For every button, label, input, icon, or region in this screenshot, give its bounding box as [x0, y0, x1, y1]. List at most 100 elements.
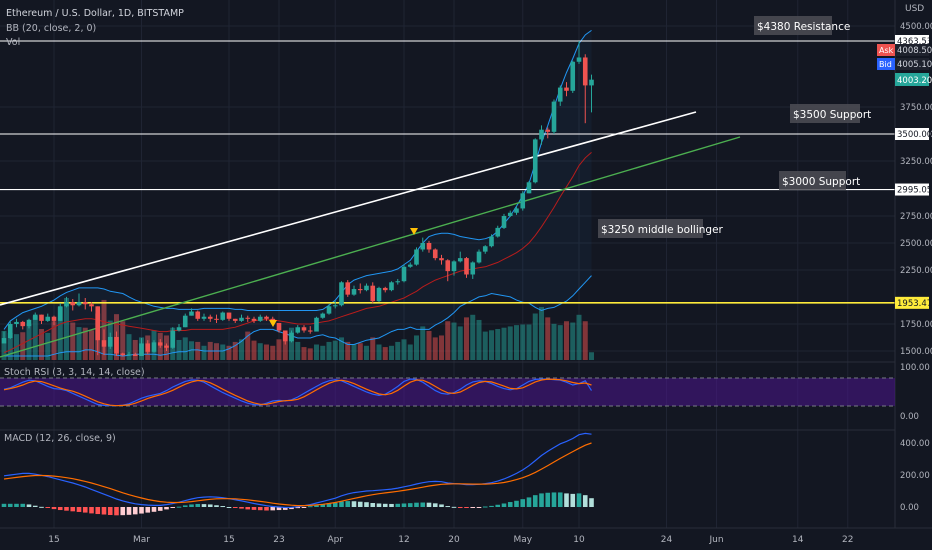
volume-bar: [45, 332, 51, 360]
price-axis[interactable]: 4500.00 3750.00 3500.00 3250.00 2750.00 2500.…: [895, 22, 932, 357]
candle-body: [7, 324, 13, 339]
macd-histogram-bar: [245, 507, 251, 510]
candle-body: [82, 302, 88, 305]
macd-histogram-bar: [76, 507, 82, 512]
candle-body: [570, 61, 576, 91]
annotation-3500-support[interactable]: $3500 Support: [790, 104, 871, 123]
bb-indicator-label[interactable]: BB (20, close, 2, 0): [6, 23, 96, 34]
candle-body: [451, 261, 457, 272]
annotation-middle-bollinger[interactable]: $3250 middle bollinger: [598, 219, 724, 238]
macd-histogram-bar: [357, 501, 363, 507]
candle-body: [32, 314, 38, 320]
time-tick-label: 14: [792, 535, 804, 545]
annotation-3000-support[interactable]: $3000 Support: [779, 171, 860, 190]
volume-bar: [82, 327, 88, 360]
bid-badge[interactable]: Bid 4005.10: [877, 58, 932, 70]
volume-bar: [195, 341, 201, 360]
macd-histogram-bar: [107, 507, 113, 515]
candle-body: [364, 285, 369, 291]
macd-histogram-bar: [339, 501, 344, 507]
volume-bar: [389, 345, 394, 360]
macd-histogram-bar: [445, 506, 451, 508]
volume-bar: [20, 332, 26, 360]
macd-histogram-bar: [126, 507, 132, 515]
candle-body: [245, 317, 251, 319]
macd-histogram-bar: [32, 505, 38, 507]
macd-histogram-bar: [364, 502, 369, 507]
time-tick-label: 20: [448, 535, 460, 545]
candle-body: [526, 182, 532, 194]
candle-body: [164, 345, 169, 348]
macd-histogram-bar: [114, 507, 119, 516]
price-tick-label: 4500.00: [900, 22, 932, 32]
volume-bar: [232, 341, 238, 360]
candle-body: [76, 302, 82, 306]
volume-bar: [32, 316, 38, 360]
volume-bar: [345, 341, 351, 360]
annotation-resistance[interactable]: $4380 Resistance: [754, 16, 850, 35]
price-tick-label: 2500.00: [900, 239, 932, 249]
candle-body: [295, 327, 301, 333]
volume-bar: [395, 341, 401, 360]
candle-body: [545, 129, 551, 132]
stoch-band-fill: [0, 378, 895, 406]
macd-histogram-bar: [289, 507, 294, 510]
volume-bar: [539, 307, 544, 360]
candle-body: [445, 260, 451, 272]
volume-bar: [89, 330, 94, 360]
stoch-indicator-label[interactable]: Stoch RSI (3, 3, 14, 14, close): [4, 367, 145, 378]
candle-body: [301, 327, 307, 331]
candle-body: [257, 316, 263, 321]
macd-line: [3, 432, 592, 509]
white-trendline[interactable]: [0, 111, 697, 306]
volume-bar: [220, 344, 226, 360]
volume-bar: [351, 344, 357, 360]
volume-bar: [507, 326, 513, 360]
volume-bar: [332, 340, 338, 360]
volume-bar: [357, 343, 363, 360]
volume-bar: [126, 334, 132, 360]
ask-badge[interactable]: Ask 4008.50: [877, 44, 932, 56]
volume-bar: [526, 324, 532, 360]
candle-body: [551, 101, 557, 132]
candle-body: [226, 312, 232, 319]
volume-bar: [545, 317, 551, 360]
macd-histogram-bar: [414, 502, 419, 507]
candle-body: [407, 264, 413, 267]
volume-bar: [557, 325, 563, 360]
volume-bar: [426, 330, 432, 360]
volume-bar: [482, 331, 488, 360]
candle-body: [26, 319, 32, 327]
stoch-tick-label: 0.00: [900, 412, 919, 422]
macd-histogram-bar: [276, 507, 282, 511]
macd-histogram-bar: [182, 505, 188, 507]
price-tick-label: 2750.00: [900, 212, 932, 222]
macd-indicator-label[interactable]: MACD (12, 26, close, 9): [4, 433, 116, 444]
volume-bar: [470, 314, 476, 360]
macd-histogram-bar: [170, 507, 176, 508]
vol-indicator-label[interactable]: Vol: [6, 37, 20, 48]
green-trendline[interactable]: [0, 136, 741, 358]
svg-text:$3000 Support: $3000 Support: [782, 176, 860, 188]
macd-histogram-bar: [439, 504, 444, 507]
volume-bar: [276, 339, 282, 360]
volume-bar: [370, 337, 376, 360]
volume-bar: [570, 322, 576, 360]
time-axis[interactable]: 15 Mar 15 23 Apr 12 20 May 10 24 Jun 14 22: [48, 535, 853, 545]
candle-body: [470, 262, 476, 275]
volume-bar: [70, 322, 76, 360]
candle-body: [320, 313, 326, 318]
macd-histogram-bar: [176, 506, 182, 508]
level-price-tag: [895, 128, 929, 140]
candle-body: [464, 258, 469, 275]
macd-histogram-bar: [320, 504, 326, 507]
macd-histogram-bar: [70, 507, 76, 512]
candle-body: [439, 258, 444, 261]
volume-bar: [282, 332, 288, 360]
volume-bar: [407, 344, 413, 360]
volume-bar: [364, 345, 369, 360]
candle-body: [507, 212, 513, 216]
bollinger-basis-line: [3, 152, 592, 354]
candle-body: [14, 321, 19, 324]
